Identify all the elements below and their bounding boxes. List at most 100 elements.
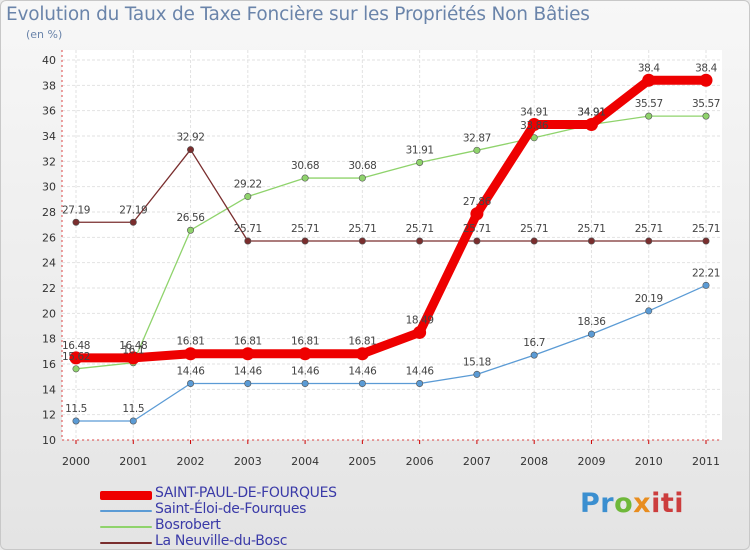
data-point xyxy=(416,237,424,245)
data-point xyxy=(470,207,484,221)
data-point xyxy=(642,73,656,87)
data-label: 15.62 xyxy=(62,351,90,363)
data-point xyxy=(72,365,80,373)
y-tick-label: 34 xyxy=(42,130,56,143)
data-label: 16.48 xyxy=(119,340,147,352)
data-point xyxy=(187,146,195,154)
legend-swatch xyxy=(100,510,152,512)
y-tick-label: 24 xyxy=(42,257,56,270)
series-line-2 xyxy=(75,115,707,370)
data-label: 27.86 xyxy=(463,196,492,208)
data-point xyxy=(473,146,481,154)
y-tick-label: 14 xyxy=(42,383,56,396)
data-label: 18.49 xyxy=(406,314,434,326)
data-label: 27.19 xyxy=(119,204,147,216)
x-tick-label: 2006 xyxy=(406,455,434,468)
data-point xyxy=(702,112,710,120)
data-label: 34.91 xyxy=(520,106,548,118)
data-point xyxy=(702,237,710,245)
legend-swatch xyxy=(100,491,152,500)
y-tick-label: 36 xyxy=(42,105,56,118)
y-tick-label: 12 xyxy=(42,409,56,422)
y-tick-label: 26 xyxy=(42,231,56,244)
y-tick-label: 10 xyxy=(42,434,56,447)
y-tick-label: 18 xyxy=(42,333,56,346)
data-point xyxy=(473,237,481,245)
data-label: 32.92 xyxy=(177,132,205,144)
data-point xyxy=(69,351,83,365)
data-point xyxy=(129,417,137,425)
y-tick-label: 40 xyxy=(42,54,56,67)
data-point xyxy=(587,330,595,338)
data-label: 18.36 xyxy=(577,316,606,328)
data-label: 25.71 xyxy=(291,223,319,235)
x-tick-label: 2003 xyxy=(234,455,262,468)
data-point xyxy=(587,237,595,245)
data-point xyxy=(244,380,252,388)
data-point xyxy=(298,347,312,361)
data-label: 16.1 xyxy=(122,345,144,357)
legend-swatch xyxy=(100,526,152,528)
data-point xyxy=(187,226,195,234)
data-label: 20.19 xyxy=(635,293,663,305)
data-point xyxy=(187,380,195,388)
data-point xyxy=(301,174,309,182)
data-label: 14.46 xyxy=(291,366,320,378)
data-label: 30.68 xyxy=(348,160,376,172)
data-label: 33.86 xyxy=(520,120,549,132)
y-tick-label: 32 xyxy=(42,155,56,168)
data-label: 16.7 xyxy=(523,337,545,349)
legend-label: Saint-Éloi-de-Fourques xyxy=(155,501,307,517)
data-label: 25.71 xyxy=(692,223,720,235)
data-label: 16.81 xyxy=(291,336,319,348)
x-tick-label: 2000 xyxy=(62,455,90,468)
legend-label: La Neuville-du-Bosc xyxy=(155,533,288,549)
data-label: 25.71 xyxy=(520,223,548,235)
chart-title: Evolution du Taux de Taxe Foncière sur l… xyxy=(6,4,590,25)
data-label: 30.68 xyxy=(291,160,319,172)
data-point xyxy=(473,370,481,378)
data-label: 11.5 xyxy=(122,403,144,415)
data-label: 25.71 xyxy=(406,223,434,235)
data-point xyxy=(358,237,366,245)
data-point xyxy=(241,347,255,361)
data-point xyxy=(530,351,538,359)
data-label: 32.87 xyxy=(463,132,491,144)
series-line-3 xyxy=(75,149,707,242)
data-point xyxy=(358,380,366,388)
data-label: 34.91 xyxy=(577,106,605,118)
data-point xyxy=(413,325,427,339)
legend-label: Bosrobert xyxy=(155,517,221,533)
data-point xyxy=(355,347,369,361)
x-tick-label: 2004 xyxy=(291,455,319,468)
data-label: 25.71 xyxy=(348,223,376,235)
x-tick-label: 2011 xyxy=(692,455,720,468)
data-label: 26.56 xyxy=(177,212,206,224)
data-point xyxy=(530,237,538,245)
data-point xyxy=(699,73,713,87)
x-tick-label: 2005 xyxy=(348,455,376,468)
x-tick-label: 2002 xyxy=(177,455,205,468)
data-point xyxy=(527,117,541,131)
data-point xyxy=(645,237,653,245)
data-label: 14.46 xyxy=(406,366,435,378)
x-tick-label: 2009 xyxy=(577,455,605,468)
data-point xyxy=(72,218,80,226)
data-point xyxy=(416,380,424,388)
data-label: 25.71 xyxy=(577,223,605,235)
y-tick-label: 28 xyxy=(42,206,56,219)
data-point xyxy=(184,347,198,361)
plot-area xyxy=(62,50,722,440)
data-point xyxy=(645,112,653,120)
data-point xyxy=(416,158,424,166)
data-label: 25.71 xyxy=(463,223,491,235)
legend-label: SAINT-PAUL-DE-FOURQUES xyxy=(155,485,337,501)
x-tick-label: 2010 xyxy=(635,455,663,468)
legend-swatch xyxy=(100,542,152,544)
data-label: 34.91 xyxy=(577,106,605,118)
data-point xyxy=(244,237,252,245)
data-point xyxy=(301,237,309,245)
x-tick-label: 2008 xyxy=(520,455,548,468)
data-label: 14.46 xyxy=(348,366,377,378)
data-point xyxy=(301,380,309,388)
